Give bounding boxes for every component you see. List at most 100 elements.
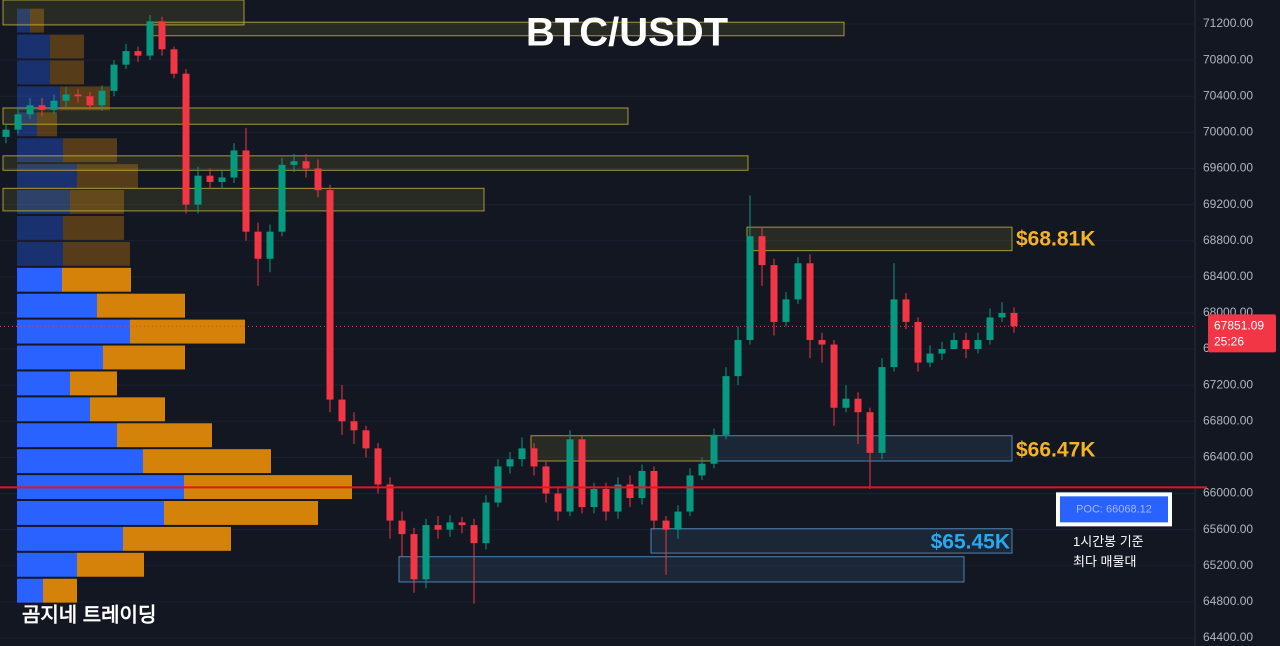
last-price-box (1208, 314, 1276, 353)
profile-sell (117, 423, 212, 448)
candle-body (674, 511, 682, 530)
candle-body (122, 51, 130, 65)
y-tick-label: 67200.00 (1203, 377, 1253, 391)
candle-body (530, 448, 538, 467)
profile-sell (164, 501, 318, 525)
candle-body (110, 64, 118, 91)
candle-body (146, 21, 154, 56)
candle-body (962, 340, 970, 350)
candle-body (410, 534, 418, 580)
profile-sell (43, 578, 77, 603)
profile-buy (17, 449, 143, 474)
candle-body (38, 105, 46, 110)
candle-body (794, 263, 802, 300)
candle-body (338, 399, 346, 422)
y-tick-label: 66400.00 (1203, 450, 1253, 464)
candle-body (218, 177, 226, 183)
zone (746, 226, 1013, 252)
profile-buy (17, 397, 90, 422)
profile-sell (60, 86, 110, 111)
zone (146, 21, 845, 37)
candle-body (602, 488, 610, 512)
profile-sell (63, 241, 130, 266)
candle-body (374, 448, 382, 485)
candle-body (854, 398, 862, 413)
profile-buy (17, 241, 63, 266)
candle-body (806, 263, 814, 341)
zone (2, 155, 749, 171)
candle-body (350, 421, 358, 431)
profile-sell (62, 267, 131, 292)
candle-body (950, 340, 958, 350)
zone (530, 435, 713, 462)
candle-body (746, 236, 754, 341)
profile-sell (50, 60, 84, 85)
countdown-label: 25:26 (1214, 335, 1244, 349)
candle-body (242, 150, 250, 232)
candle-body (266, 231, 274, 259)
candle-body (866, 412, 874, 453)
candle-body (230, 150, 238, 178)
y-tick-label: 69600.00 (1203, 161, 1253, 175)
y-tick-label: 64400.00 (1203, 630, 1253, 644)
zone (2, 107, 629, 125)
candle-body (182, 73, 190, 205)
profile-buy (17, 267, 62, 292)
profile-sell (50, 34, 84, 59)
candle-body (578, 439, 586, 508)
y-tick-label: 70800.00 (1203, 52, 1253, 66)
profile-buy (17, 578, 43, 603)
price-annotation: $66.47K (1016, 439, 1095, 462)
candle-body (194, 175, 202, 205)
poc-box (1056, 492, 1172, 527)
candle-body (986, 317, 994, 341)
profile-sell (70, 190, 124, 214)
price-annotation: $68.81K (1016, 227, 1095, 250)
y-tick-label: 70400.00 (1203, 88, 1253, 102)
candle-body (314, 168, 322, 191)
candle-body (170, 49, 178, 74)
candle-body (878, 367, 886, 453)
candle-body (590, 488, 598, 508)
candle-body (830, 344, 838, 408)
profile-buy (17, 552, 77, 577)
candle-body (518, 448, 526, 460)
candle-body (698, 463, 706, 476)
candle-body (50, 100, 58, 110)
candle-body (686, 475, 694, 512)
candle-body (470, 525, 478, 544)
zone (2, 0, 245, 26)
candle-body (566, 439, 574, 512)
candle-body (86, 96, 94, 106)
profile-buy (17, 345, 103, 370)
profile-buy (17, 423, 117, 448)
candle-body (290, 161, 298, 165)
candle-body (818, 340, 826, 345)
candle-body (710, 434, 718, 464)
profile-buy (17, 371, 70, 396)
candle-body (98, 90, 106, 106)
candle-body (770, 265, 778, 322)
profile-sell (90, 397, 165, 422)
candle-body (398, 520, 406, 535)
profile-buy (17, 34, 50, 59)
profile-buy (17, 293, 97, 318)
profile-sell (97, 293, 185, 318)
candle-body (722, 376, 730, 435)
candle-body (506, 459, 514, 467)
candle-body (278, 164, 286, 232)
y-tick-label: 69200.00 (1203, 197, 1253, 211)
candle-body (554, 493, 562, 512)
candle-body (734, 340, 742, 377)
candle-body (782, 299, 790, 322)
candle-body (1010, 312, 1018, 327)
profile-sell (70, 371, 117, 396)
candle-body (422, 525, 430, 580)
candle-body (254, 231, 262, 259)
profile-sell (130, 319, 245, 344)
candle-body (446, 522, 454, 530)
candle-body (614, 484, 622, 512)
profile-buy (17, 60, 50, 85)
y-tick-label: 68400.00 (1203, 269, 1253, 283)
candle-body (482, 502, 490, 544)
